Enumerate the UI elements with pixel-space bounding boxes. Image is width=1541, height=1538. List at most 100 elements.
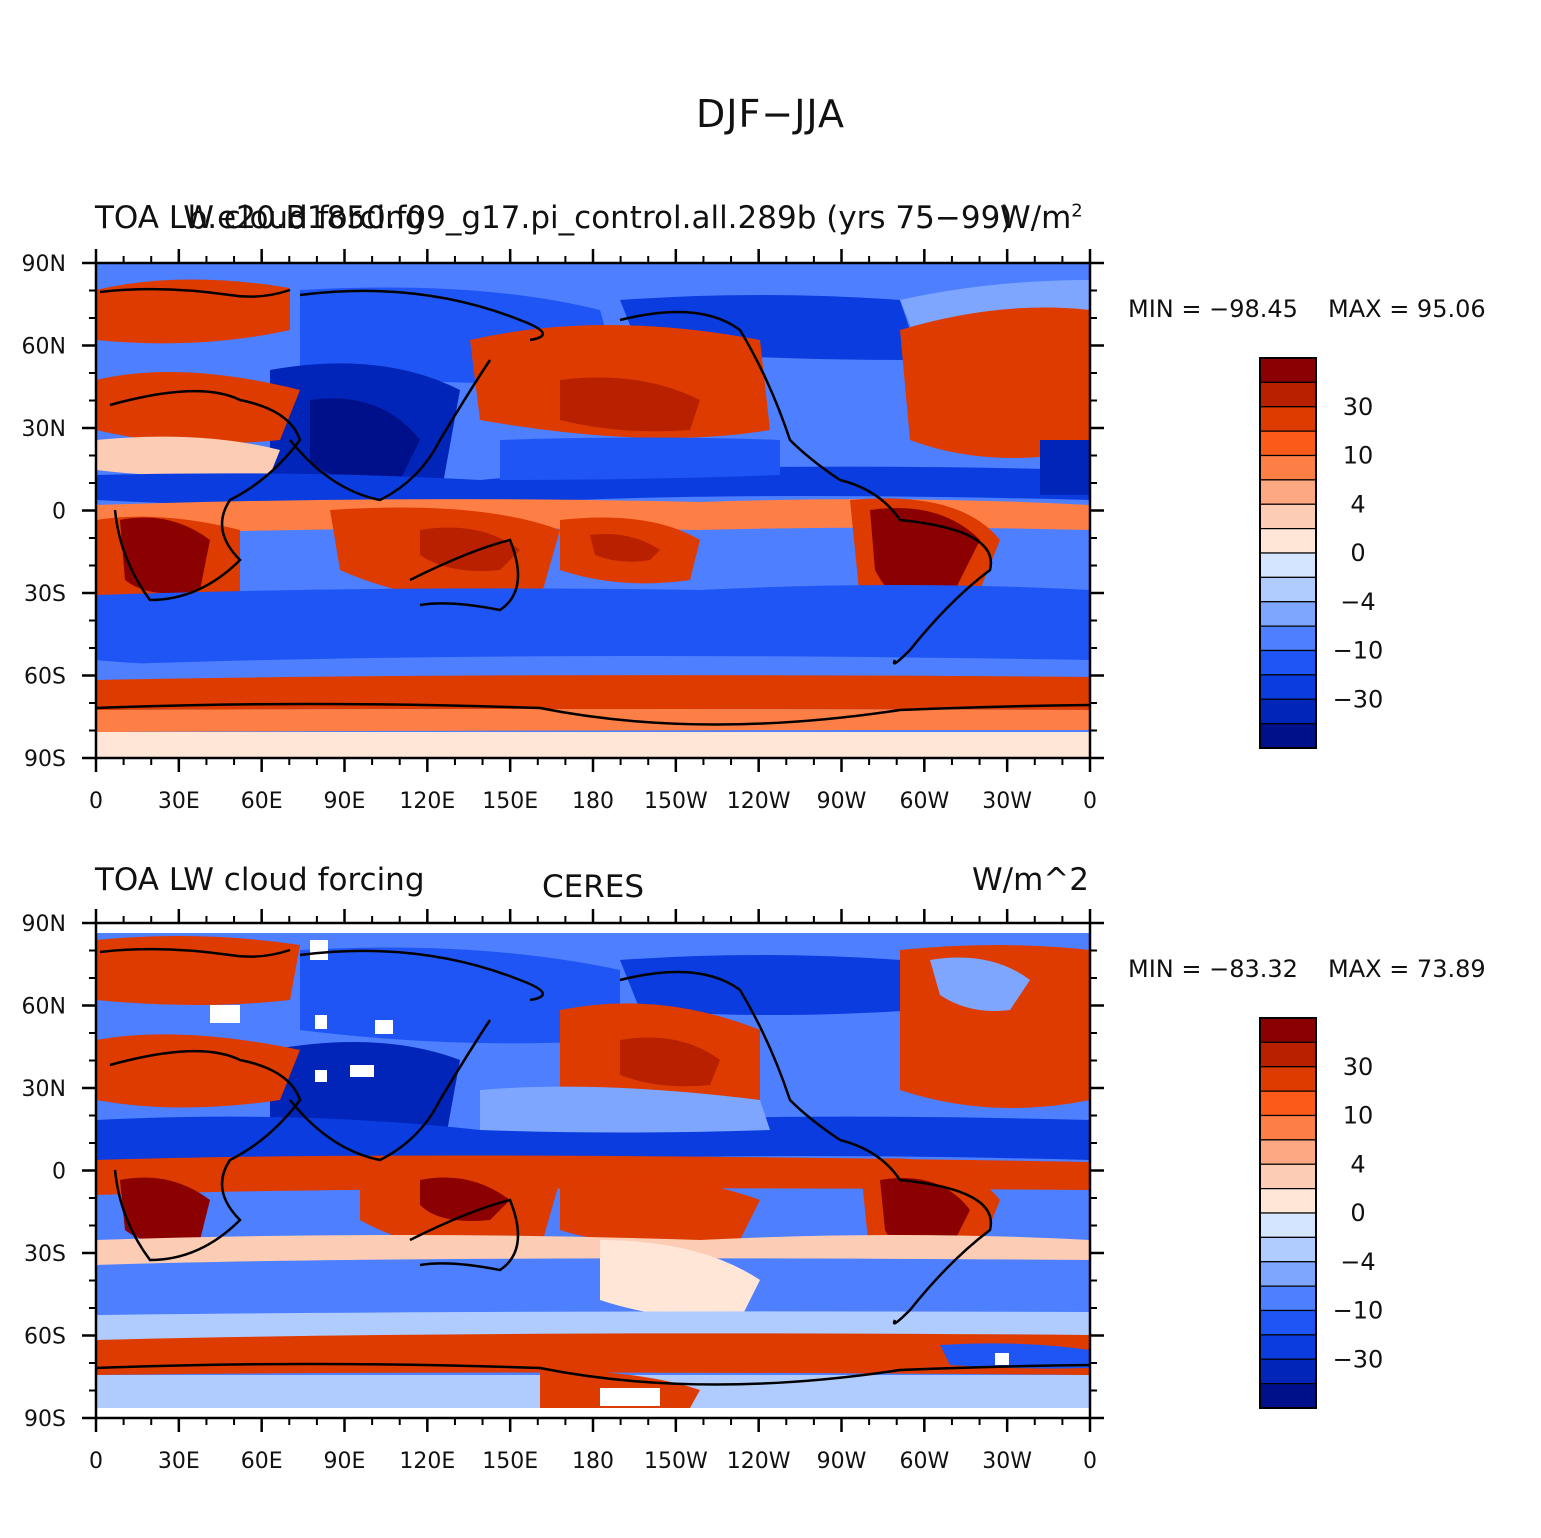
panel-1-colorbar-swatch xyxy=(1259,698,1317,725)
panel-2-field xyxy=(96,933,1090,1408)
panel-1-x-tick-label: 60E xyxy=(241,789,283,814)
panel-2-x-tick-label: 30E xyxy=(158,1449,200,1474)
panel-2-colorbar-swatch xyxy=(1259,1285,1317,1312)
panel-2-y-tick-label: 30S xyxy=(24,1242,66,1267)
panel-1-y-tick-label: 0 xyxy=(52,500,66,525)
panel-2-colorbar-swatch xyxy=(1259,1236,1317,1263)
panel-1-colorbar-swatch xyxy=(1259,430,1317,457)
panel-1-y-axis: 90N 60N 30N 0 30S 60S 90S xyxy=(22,252,1104,772)
panel-1-colorbar-label: −10 xyxy=(1333,637,1384,665)
panel-1-colorbar-label: −30 xyxy=(1333,685,1384,713)
panel-1-colorbar-swatch xyxy=(1259,723,1317,749)
panel-2-coastlines xyxy=(95,947,1091,1386)
panel-1-colorbar-label: 0 xyxy=(1350,539,1365,567)
panel-1-colorbar-swatch xyxy=(1259,528,1317,554)
panel-1-x-axis: 0 30E 60E 90E 120E 150E 180 150W 120W 90W 60W 30W 0 xyxy=(89,249,1097,814)
panel-1-colorbar-label: 30 xyxy=(1343,393,1374,421)
panel-1-x-tick-label: 90W xyxy=(817,789,867,814)
panel-2-colorbar-swatch xyxy=(1259,1383,1317,1409)
panel-2-colorbar-swatch xyxy=(1259,1114,1317,1141)
panel-1-field xyxy=(96,263,1090,758)
panel-1-colorbar: 30 10 4 0 −4 −10 −30 xyxy=(1259,357,1384,749)
panel-2-x-tick-label: 120E xyxy=(399,1449,455,1474)
panel-1-colorbar-swatch xyxy=(1259,674,1317,700)
panel-1-y-tick-label: 60S xyxy=(24,665,66,690)
panel-2-y-tick-label: 30N xyxy=(22,1077,66,1102)
panel-1-colorbar-swatch xyxy=(1259,357,1317,383)
panel-1-x-tick-label: 30W xyxy=(982,789,1032,814)
panel-2-colorbar-swatch xyxy=(1259,1261,1317,1287)
panel-2-x-tick-label: 60W xyxy=(899,1449,949,1474)
panel-1-colorbar-swatch xyxy=(1259,479,1317,505)
panel-2-x-tick-label: 60E xyxy=(241,1449,283,1474)
panel-1-colorbar-swatch xyxy=(1259,381,1317,408)
panel-1-left-title: TOA LW cloud forcing xyxy=(95,200,425,236)
panel-2-x-tick-label: 30W xyxy=(982,1449,1032,1474)
panel-2-center-title: CERES xyxy=(541,869,645,905)
panel-2-min: MIN = −83.32 xyxy=(1128,955,1298,983)
panel-2-colorbar-swatch xyxy=(1259,1334,1317,1360)
panel-1-y-tick-label: 30N xyxy=(22,417,66,442)
panel-1-colorbar-label: 10 xyxy=(1343,442,1374,470)
panel-2-colorbar-label: −30 xyxy=(1333,1345,1384,1373)
panel-1-x-tick-label: 0 xyxy=(89,789,103,814)
panel-2-colorbar-swatch xyxy=(1259,1041,1317,1068)
panel-2-colorbar-label: 10 xyxy=(1343,1102,1374,1130)
panel-2-colorbar-swatch xyxy=(1259,1163,1317,1190)
panel-2-colorbar-swatch xyxy=(1259,1139,1317,1165)
panel-2-x-tick-label: 90W xyxy=(817,1449,867,1474)
panel-2-colorbar-label: −10 xyxy=(1333,1297,1384,1325)
panel-2-colorbar: 30 10 4 0 −4 −10 −30 xyxy=(1259,1017,1384,1409)
panel-2-y-tick-label: 60S xyxy=(24,1325,66,1350)
panel-1-colorbar-swatch xyxy=(1259,503,1317,530)
panel-2-colorbar-label: −4 xyxy=(1340,1248,1375,1276)
panel-2-colorbar-swatch xyxy=(1259,1188,1317,1214)
panel-1-x-tick-label: 0 xyxy=(1083,789,1097,814)
panel-1-y-tick-label: 30S xyxy=(24,582,66,607)
panel-1-x-tick-label: 120E xyxy=(399,789,455,814)
panel-2-colorbar-swatch xyxy=(1259,1090,1317,1117)
panel-2-x-axis: 0 30E 60E 90E 120E 150E 180 150W 120W 90W 60W 30W 0 xyxy=(89,909,1097,1474)
panel-2-colorbar-label: 4 xyxy=(1350,1150,1365,1178)
panel-2-colorbar-swatch xyxy=(1259,1212,1317,1238)
panel-2-y-tick-label: 0 xyxy=(52,1160,66,1185)
panel-2-colorbar-swatch xyxy=(1259,1066,1317,1092)
panel-1-units-superscript: 2 xyxy=(1071,200,1083,222)
panel-1-colorbar-label: −4 xyxy=(1340,588,1375,616)
panel-1-units-text: W/m xyxy=(1000,200,1072,236)
panel-1-y-tick-label: 60N xyxy=(22,335,66,360)
panel-1-colorbar-swatch xyxy=(1259,625,1317,652)
panel-2-y-tick-label: 90S xyxy=(24,1407,66,1432)
panel-1-colorbar-swatch xyxy=(1259,649,1317,676)
panel-2-x-tick-label: 150E xyxy=(482,1449,538,1474)
panel-1-coastlines xyxy=(95,287,1091,726)
panel-2-x-tick-label: 0 xyxy=(89,1449,103,1474)
panel-2-x-tick-label: 180 xyxy=(572,1449,614,1474)
panel-1-colorbar-label: 4 xyxy=(1350,490,1365,518)
panel-2-colorbar-swatch xyxy=(1259,1358,1317,1385)
panel-1-min: MIN = −98.45 xyxy=(1128,295,1298,323)
panel-2-left-title: TOA LW cloud forcing xyxy=(95,862,425,898)
panel-2-x-tick-label: 120W xyxy=(727,1449,791,1474)
panel-1-colorbar-swatch xyxy=(1259,406,1317,432)
panel-1-x-tick-label: 150E xyxy=(482,789,538,814)
panel-2-colorbar-label: 0 xyxy=(1350,1199,1365,1227)
panel-1-x-tick-label: 120W xyxy=(727,789,791,814)
panel-1-colorbar-swatch xyxy=(1259,601,1317,627)
panel-2-x-tick-label: 90E xyxy=(324,1449,366,1474)
panel-2-y-axis: 90N 60N 30N 0 30S 60S 90S xyxy=(22,912,1104,1432)
panel-1-x-tick-label: 30E xyxy=(158,789,200,814)
panel-1-y-tick-label: 90S xyxy=(24,747,66,772)
panel-2-colorbar-swatch xyxy=(1259,1017,1317,1043)
panel-2-y-tick-label: 60N xyxy=(22,995,66,1020)
panel-1-x-tick-label: 150W xyxy=(644,789,708,814)
panel-1-x-tick-label: 60W xyxy=(899,789,949,814)
panel-2-map: 0 30E 60E 90E 120E 150E 180 150W 120W 90W 60W 30W 0 … xyxy=(22,909,1104,1474)
panel-2-units-text: W/m^2 xyxy=(972,862,1089,898)
panel-2-y-tick-label: 90N xyxy=(22,912,66,937)
panel-1-map: 0 30E 60E 90E 120E 150E 180 150W 120W 90W 60W 30W 0 … xyxy=(22,249,1104,814)
panel-2-colorbar-label: 30 xyxy=(1343,1053,1374,1081)
panel-1-units: W/m2 xyxy=(1000,200,1083,236)
panel-2-units: W/m^2 xyxy=(972,862,1089,898)
panel-1-center-title: b.e20.B1850.f09_g17.pi_control.all.289b … xyxy=(187,200,1013,236)
